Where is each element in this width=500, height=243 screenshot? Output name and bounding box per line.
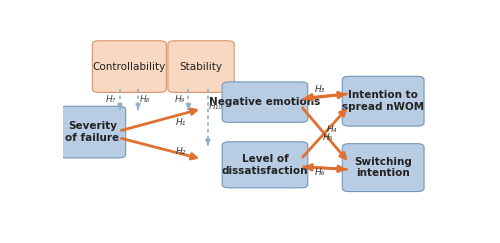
Text: H₉: H₉ — [175, 95, 186, 104]
Text: H₇: H₇ — [106, 95, 116, 104]
Text: H₄: H₄ — [326, 125, 337, 134]
FancyBboxPatch shape — [342, 144, 424, 191]
Text: Stability: Stability — [180, 61, 222, 72]
Text: Intention to
spread nWOM: Intention to spread nWOM — [342, 90, 424, 112]
Text: Controllability: Controllability — [92, 61, 166, 72]
Text: H₂: H₂ — [176, 147, 186, 156]
Text: Switching
intention: Switching intention — [354, 157, 412, 178]
Text: Level of
dissatisfaction: Level of dissatisfaction — [222, 154, 308, 176]
Text: H₆: H₆ — [315, 168, 326, 177]
FancyBboxPatch shape — [342, 76, 424, 126]
Text: H₈: H₈ — [140, 95, 150, 104]
FancyBboxPatch shape — [222, 142, 308, 188]
FancyBboxPatch shape — [92, 41, 166, 92]
Text: H₁: H₁ — [176, 118, 186, 127]
FancyBboxPatch shape — [60, 106, 126, 158]
FancyBboxPatch shape — [168, 41, 234, 92]
Text: H₁₀: H₁₀ — [209, 102, 223, 111]
Text: Negative emotions: Negative emotions — [210, 97, 320, 107]
Text: Severity
of failure: Severity of failure — [66, 121, 120, 143]
Text: H₃: H₃ — [315, 86, 326, 95]
Text: H₅: H₅ — [323, 133, 333, 142]
FancyBboxPatch shape — [222, 82, 308, 122]
